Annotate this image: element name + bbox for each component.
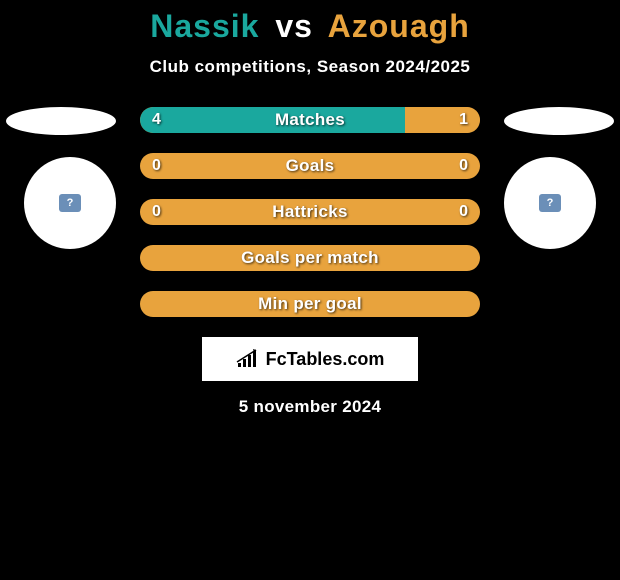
- bar-label: Goals per match: [140, 248, 480, 268]
- bar-label: Goals: [140, 156, 480, 176]
- question-icon: ?: [547, 197, 554, 209]
- stat-bar-row: Min per goal: [140, 291, 480, 317]
- fctables-logo-icon: [236, 349, 262, 369]
- title-player2: Azouagh: [328, 8, 470, 44]
- bar-label: Min per goal: [140, 294, 480, 314]
- stat-bar-row: 00Hattricks: [140, 199, 480, 225]
- question-icon: ?: [67, 197, 74, 209]
- date-label: 5 november 2024: [0, 397, 620, 417]
- main-area: ? ? 41Matches 00Goals 00Hattricks Goals per…: [0, 107, 620, 417]
- root: Nassik vs Azouagh Club competitions, Sea…: [0, 0, 620, 417]
- title-vs: vs: [275, 8, 313, 44]
- stat-bar-row: 41Matches: [140, 107, 480, 133]
- title-player1: Nassik: [150, 8, 259, 44]
- page-title: Nassik vs Azouagh: [0, 8, 620, 45]
- stat-bar-row: 00Goals: [140, 153, 480, 179]
- bar-label: Hattricks: [140, 202, 480, 222]
- right-player-badge: ?: [539, 194, 561, 212]
- left-ellipse-decoration: [6, 107, 116, 135]
- logo-box: FcTables.com: [202, 337, 418, 381]
- left-player-circle: ?: [24, 157, 116, 249]
- logo-text: FcTables.com: [266, 349, 385, 370]
- bar-label: Matches: [140, 110, 480, 130]
- left-player-badge: ?: [59, 194, 81, 212]
- stat-bar-row: Goals per match: [140, 245, 480, 271]
- right-player-circle: ?: [504, 157, 596, 249]
- subtitle: Club competitions, Season 2024/2025: [0, 57, 620, 77]
- right-ellipse-decoration: [504, 107, 614, 135]
- comparison-bars: 41Matches 00Goals 00Hattricks Goals per mat…: [140, 107, 480, 317]
